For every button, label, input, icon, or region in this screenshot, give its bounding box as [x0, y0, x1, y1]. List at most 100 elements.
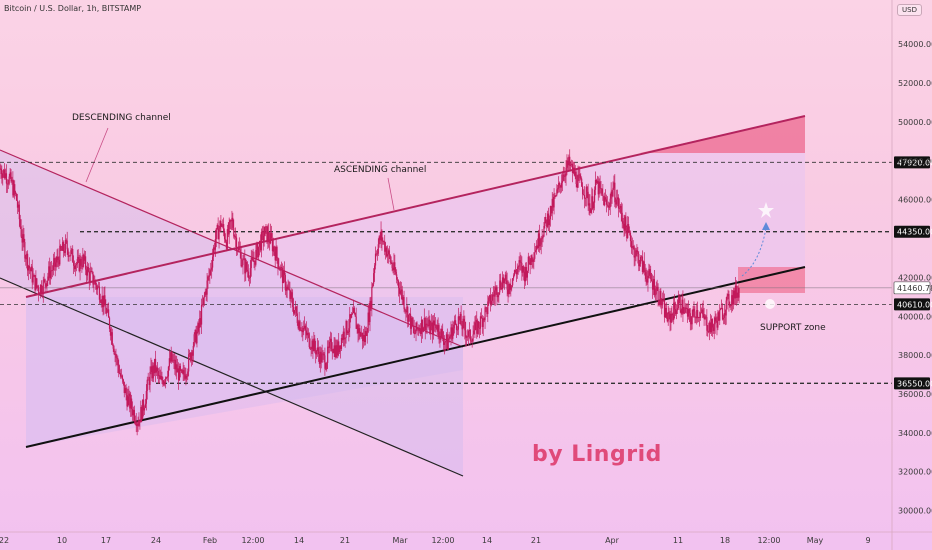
price-candle-body [153, 365, 155, 374]
price-candle-body [44, 279, 46, 284]
projection-arrowhead [762, 222, 770, 230]
price-candle-body [165, 377, 167, 382]
price-candle-body [215, 228, 217, 240]
price-candle-body [510, 286, 512, 290]
price-candle-body [590, 209, 592, 213]
price-candle-body [650, 272, 652, 280]
price-candle-body [673, 302, 675, 320]
price-candle-body [50, 270, 53, 272]
price-candle-body [634, 255, 636, 258]
price-candle-body [604, 197, 606, 206]
price-candle-body [298, 321, 300, 329]
price-candle-body [68, 255, 70, 257]
price-candle-body [345, 321, 347, 339]
price-candle-body [169, 358, 171, 362]
price-candle-body [441, 328, 443, 332]
price-candle-body [122, 379, 124, 382]
price-candle-body [227, 229, 229, 235]
price-candle-body [695, 316, 697, 319]
price-candle-body [55, 262, 57, 267]
price-candle-body [207, 276, 209, 281]
price-candle-body [697, 309, 699, 318]
x-tick-label: 14 [482, 536, 492, 545]
price-candle-body [250, 258, 252, 269]
price-candle-body [735, 285, 737, 298]
price-candle-body [45, 283, 47, 287]
price-candle-body [5, 173, 8, 184]
price-candle-body [438, 325, 440, 337]
price-candle-body [418, 328, 420, 332]
price-candle-body [257, 244, 259, 258]
price-candle-body [134, 420, 136, 423]
price-candle-body [22, 234, 24, 243]
price-candle-body [202, 297, 205, 305]
price-candle-body [461, 325, 463, 330]
price-candle-body [472, 334, 474, 342]
price-candle-body [256, 244, 258, 250]
price-candle-body [413, 327, 415, 334]
price-candle-body [197, 323, 199, 332]
price-candle-body [686, 308, 689, 317]
descending-label-pointer [85, 127, 109, 183]
price-candle-body [29, 268, 31, 272]
price-candle-body [152, 365, 154, 379]
price-candle-body [533, 258, 535, 260]
price-candle-body [300, 330, 302, 332]
x-tick-label: 12:00 [431, 536, 454, 545]
price-candle-body [359, 328, 361, 337]
price-candle-body [304, 325, 307, 331]
price-candle-body [258, 240, 261, 247]
price-candle-body [645, 272, 647, 280]
price-candle-body [273, 246, 275, 252]
price-candle-body [111, 332, 113, 345]
price-candle-body [600, 188, 602, 189]
price-candle-body [243, 258, 245, 260]
price-candle-body [269, 240, 271, 244]
price-candle-body [104, 295, 106, 306]
price-candle-body [173, 359, 175, 361]
price-candle-body [59, 245, 61, 265]
price-candle-body [57, 256, 59, 260]
price-candle-body [93, 283, 95, 285]
price-candle-body [408, 313, 411, 315]
price-candle-body [709, 322, 712, 333]
price-candle-body [720, 308, 722, 311]
price-candle-body [503, 278, 505, 284]
price-candle-body [357, 325, 359, 334]
price-candle-body [336, 345, 338, 356]
price-candle-body [322, 353, 324, 355]
price-candle-body [455, 324, 458, 330]
price-candle-body [294, 306, 297, 311]
price-candle-body [110, 332, 112, 336]
price-candle-body [293, 310, 296, 314]
price-candle-body [362, 335, 365, 342]
price-candle-body [239, 249, 241, 253]
price-candle-body [10, 172, 12, 182]
price-candle-body [581, 178, 583, 187]
price-candle-body [141, 406, 143, 420]
x-tick-label: May [807, 536, 824, 545]
price-candle-body [574, 171, 576, 176]
price-candle-body [17, 204, 20, 208]
price-candle-body [282, 270, 285, 284]
price-candle-body [686, 308, 688, 310]
price-candle-body [132, 409, 135, 416]
price-candle-body [230, 220, 232, 222]
y-tick-label: 46000.00 [898, 196, 932, 205]
price-candle-body [19, 219, 21, 227]
price-candle-body [384, 241, 386, 252]
price-candle-body [79, 258, 81, 272]
price-candle-body [703, 314, 705, 320]
currency-unit-button[interactable]: USD [897, 4, 922, 16]
price-candle-body [410, 317, 413, 329]
price-candle-body [2, 173, 4, 178]
price-candle-body [274, 251, 276, 261]
price-candle-body [96, 285, 98, 290]
price-candle-body [159, 375, 161, 380]
price-candle-body [233, 227, 235, 237]
price-candle-body [39, 284, 42, 295]
price-candle-body [528, 256, 530, 263]
price-candle-body [281, 268, 284, 284]
